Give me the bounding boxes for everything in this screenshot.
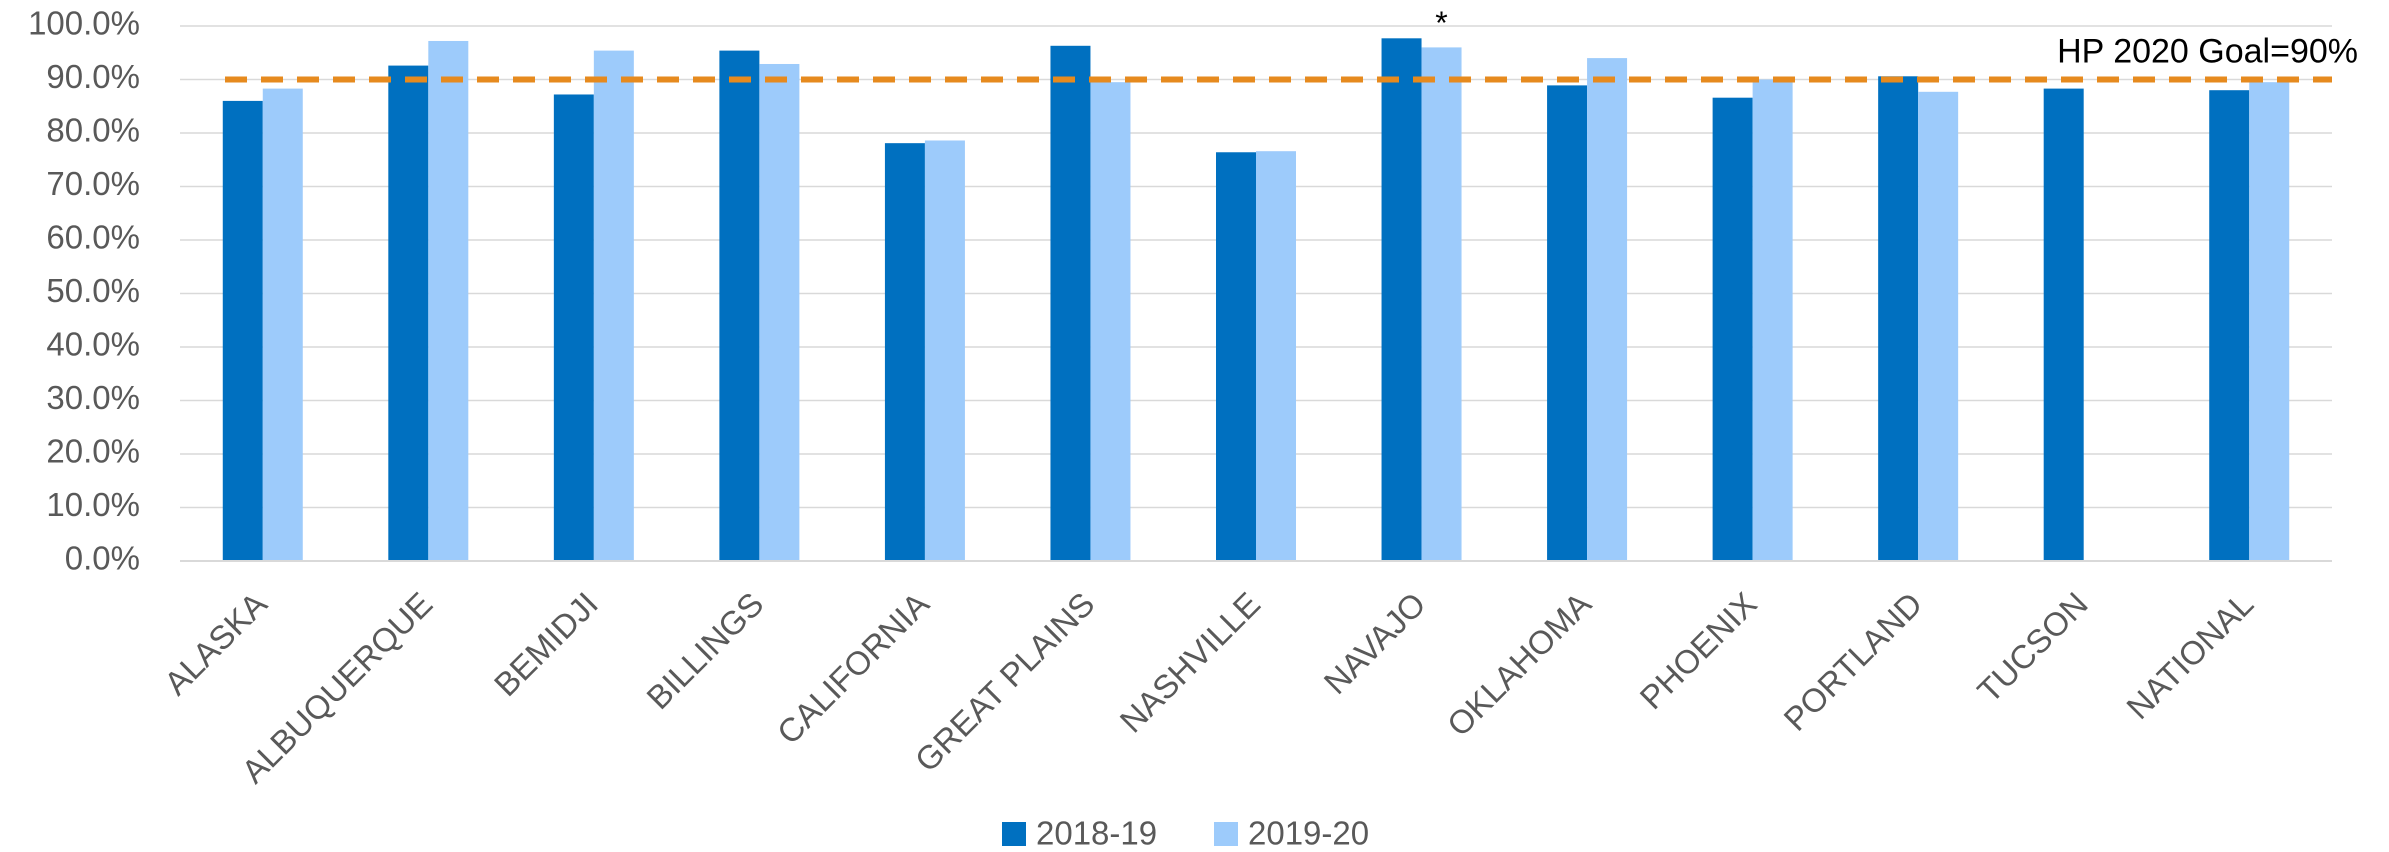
bar bbox=[759, 63, 800, 562]
y-tick-label: 40.0% bbox=[46, 326, 140, 363]
bar bbox=[1752, 79, 1793, 561]
bar bbox=[2209, 90, 2250, 561]
bar bbox=[1050, 45, 1091, 562]
x-tick-label: GREAT PLAINS bbox=[908, 585, 1102, 779]
bar bbox=[719, 50, 760, 562]
bar bbox=[2249, 82, 2290, 562]
y-tick-label: 10.0% bbox=[46, 486, 140, 523]
bar bbox=[593, 50, 634, 562]
bar bbox=[1712, 97, 1753, 561]
y-tick-label: 60.0% bbox=[46, 219, 140, 256]
y-tick-label: 20.0% bbox=[46, 433, 140, 470]
annotation: * bbox=[1435, 5, 1447, 41]
bar bbox=[1216, 152, 1256, 561]
x-tick-label: BILLINGS bbox=[639, 585, 770, 716]
bar bbox=[1587, 58, 1628, 561]
legend-label: 2019-20 bbox=[1248, 815, 1369, 852]
goal-label: HP 2020 Goal=90% bbox=[2057, 32, 2358, 70]
bar bbox=[884, 143, 925, 562]
x-tick-label: PORTLAND bbox=[1776, 585, 1929, 738]
x-tick-label: TUCSON bbox=[1970, 585, 2095, 710]
y-tick-label: 50.0% bbox=[46, 272, 140, 309]
y-tick-label: 30.0% bbox=[46, 379, 140, 416]
legend-swatch bbox=[1214, 822, 1238, 846]
bar bbox=[1381, 38, 1422, 562]
bar bbox=[1547, 85, 1588, 561]
bar bbox=[428, 40, 469, 562]
legend-label: 2018-19 bbox=[1036, 815, 1157, 852]
y-tick-label: 70.0% bbox=[46, 165, 140, 202]
x-tick-label: OKLAHOMA bbox=[1440, 585, 1598, 743]
bar bbox=[924, 140, 965, 562]
bar bbox=[1090, 82, 1131, 562]
x-tick-label: BEMIDJI bbox=[487, 585, 605, 703]
bar bbox=[553, 94, 594, 561]
x-tick-label: ALASKA bbox=[157, 585, 274, 702]
bar bbox=[1878, 76, 1919, 561]
x-tick-label: NATIONAL bbox=[2119, 585, 2260, 726]
bar bbox=[262, 88, 303, 561]
y-tick-label: 0.0% bbox=[65, 540, 140, 577]
x-tick-label: NAVAJO bbox=[1317, 585, 1433, 701]
bar bbox=[1421, 47, 1462, 561]
bar bbox=[1256, 151, 1296, 561]
bar bbox=[2043, 88, 2084, 561]
bar bbox=[222, 100, 263, 562]
x-tick-label: CALIFORNIA bbox=[770, 585, 936, 751]
bar bbox=[388, 65, 429, 561]
y-tick-label: 90.0% bbox=[46, 58, 140, 95]
x-tick-label: NASHVILLE bbox=[1113, 585, 1268, 740]
legend-swatch bbox=[1002, 822, 1026, 846]
y-tick-label: 80.0% bbox=[46, 112, 140, 149]
x-tick-label: PHOENIX bbox=[1633, 585, 1764, 716]
bar bbox=[1918, 91, 1959, 562]
y-tick-label: 100.0% bbox=[28, 5, 140, 42]
